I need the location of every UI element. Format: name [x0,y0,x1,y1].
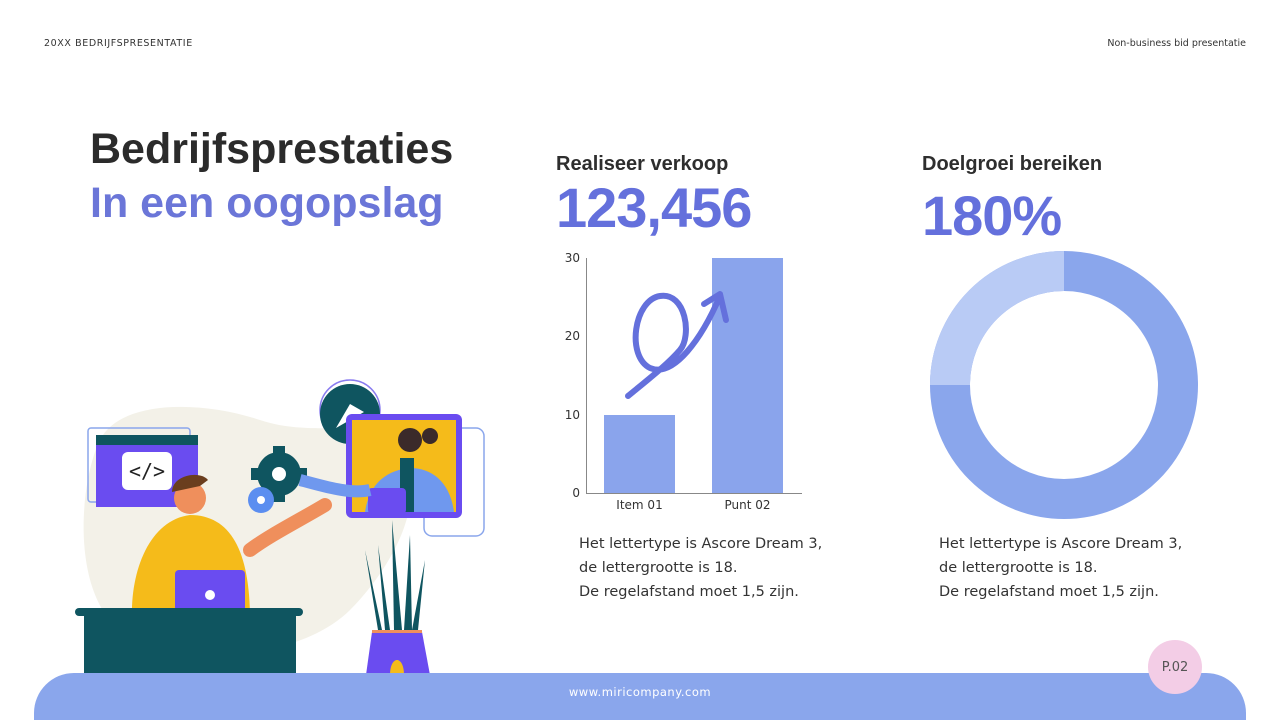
footer-url[interactable]: www.miricompany.com [568,685,712,699]
y-tick: 20 [564,329,580,344]
plant-icon [365,520,430,675]
kpi-sales-value: 123,456 [556,176,752,239]
donut-chart [930,251,1198,519]
kpi-growth-value: 180% [922,184,1062,247]
description-sales: Het lettertype is Ascore Dream 3, de let… [579,532,822,604]
description-line: de lettergrootte is 18. [579,560,738,576]
header-right-label: Non-business bid presentatie [1107,38,1246,49]
y-tick: 10 [564,407,580,422]
description-line: de lettergrootte is 18. [939,560,1098,576]
title-block: Bedrijfsprestaties In een oogopslag [90,122,470,230]
teamwork-illustration: </> [75,379,485,676]
kpi-growth: Doelgroei bereiken 180% [922,153,1102,244]
bar-punt-02 [712,258,783,493]
bar-chart: 0 10 20 30 Item 01 Punt 02 [552,248,812,518]
y-tick: 30 [564,251,580,265]
description-line: Het lettertype is Ascore Dream 3, [579,536,823,552]
page-number-badge: P.02 [1148,640,1202,694]
y-tick: 0 [572,486,580,500]
kpi-growth-label: Doelgroei bereiken [922,153,1103,175]
x-label: Punt 02 [724,498,771,512]
gear-icon [248,446,307,513]
description-line: De regelafstand moet 1,5 zijn. [939,584,1159,600]
kpi-sales: Realiseer verkoop 123,456 [556,153,752,239]
page-title: Bedrijfsprestaties [90,125,454,173]
footer-bar [34,673,1246,720]
page-subtitle: In een oogopslag [90,179,444,227]
kpi-sales-label: Realiseer verkoop [556,153,729,175]
svg-text:</>: </> [129,459,165,483]
y-axis [586,258,587,493]
code-window-icon: </> [87,427,198,507]
description-growth: Het lettertype is Ascore Dream 3, de let… [939,532,1182,604]
x-label: Item 01 [616,498,663,512]
description-line: Het lettertype is Ascore Dream 3, [939,536,1183,552]
bar-item-01 [604,415,675,493]
arrow-doodle-icon [625,291,729,399]
x-axis [586,493,802,494]
description-line: De regelafstand moet 1,5 zijn. [579,584,799,600]
page-number: P.02 [1161,659,1189,675]
header-left-label: 20XX BEDRIJFSPRESENTATIE [44,38,193,49]
